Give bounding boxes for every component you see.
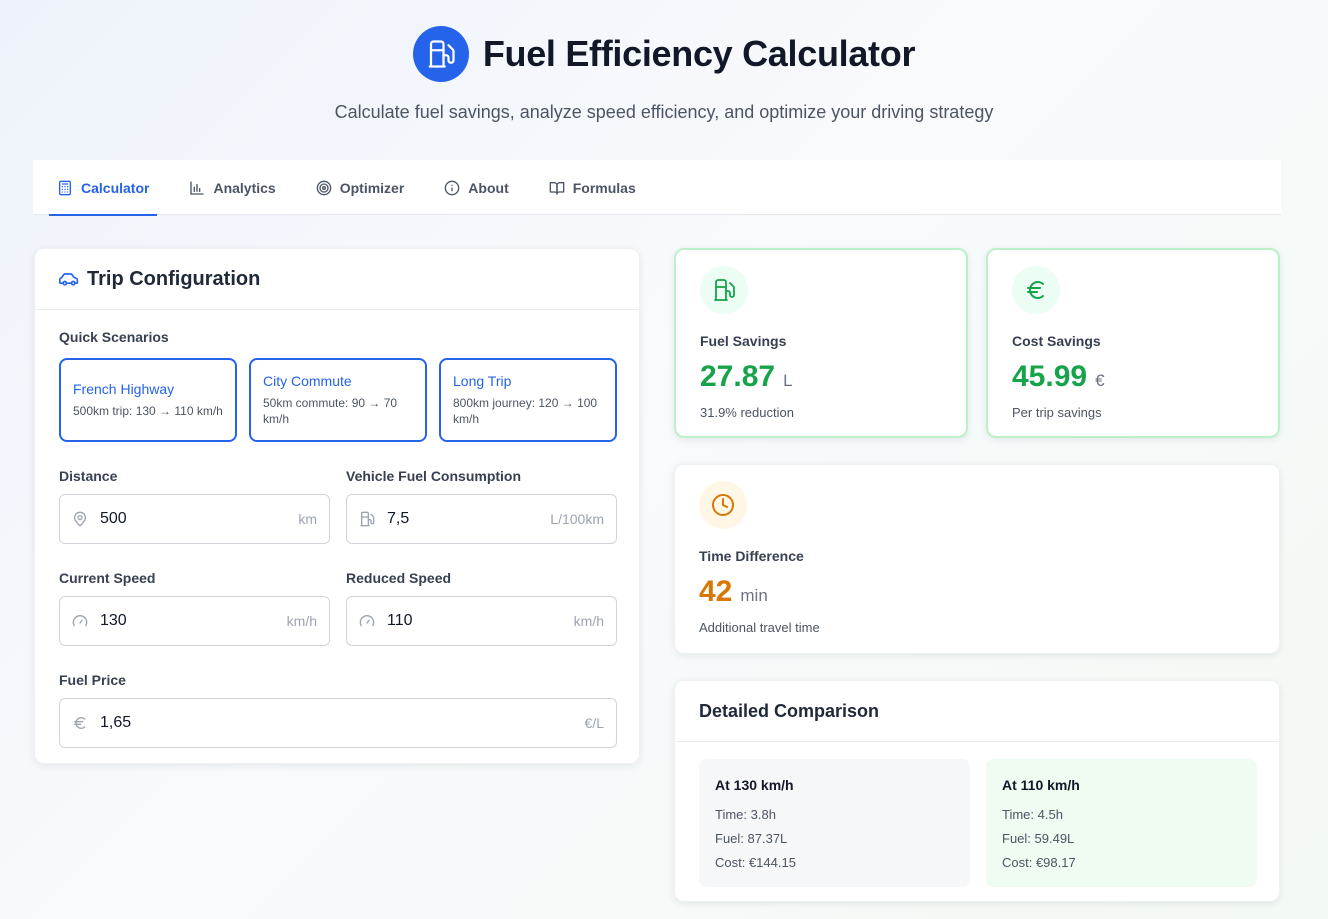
time-difference-note: Additional travel time [699, 620, 820, 635]
euro-icon [74, 716, 86, 730]
tab-label: Optimizer [339, 179, 405, 196]
page-title: Fuel Efficiency Calculator [482, 33, 916, 74]
fuel-price-input[interactable]: 1,65 €/L [59, 698, 617, 748]
cost-savings-card: Cost Savings 45.99 € Per trip savings [986, 248, 1280, 438]
page-subtitle: Calculate fuel savings, analyze speed ef… [334, 102, 994, 122]
consumption-value: 7,5 [387, 510, 410, 527]
comparison-current-fuel: Fuel: 87.37L [715, 831, 788, 846]
comparison-title: Detailed Comparison [699, 700, 880, 721]
consumption-input[interactable]: 7,5 L/100km [346, 494, 617, 544]
scenario-title: French Highway [73, 381, 175, 397]
current-speed-value: 130 [100, 612, 127, 629]
fuel-savings-unit: L [783, 371, 793, 390]
bar-chart-icon [190, 180, 205, 195]
fuel-savings-card: Fuel Savings 27.87 L 31.9% reduction [674, 248, 968, 438]
tab-label: Calculator [81, 179, 150, 196]
comparison-reduced-time: Time: 4.5h [1002, 807, 1063, 822]
calculator-icon [59, 180, 71, 195]
scenario-title: Long Trip [453, 373, 512, 389]
tab-label: Analytics [213, 179, 276, 196]
fuel-savings-value: 27.87 [700, 360, 776, 393]
tab-formulas[interactable]: Formulas [549, 160, 636, 215]
cost-savings-unit: € [1095, 371, 1105, 390]
fuel-price-unit: €/L [584, 715, 604, 731]
scenario-long-trip[interactable]: Long Trip 800km journey: 120 → 100 km/h [439, 358, 617, 442]
scenario-title: City Commute [263, 373, 352, 389]
fuel-pump-icon [700, 266, 748, 314]
fuel-price-value: 1,65 [100, 714, 132, 731]
reduced-speed-label: Reduced Speed [346, 570, 452, 586]
comparison-reduced-fuel: Fuel: 59.49L [1002, 831, 1075, 846]
fuel-savings-label: Fuel Savings [700, 333, 787, 349]
time-difference-unit: min [740, 586, 768, 605]
gauge-icon [72, 615, 88, 627]
cost-savings-note: Per trip savings [1012, 405, 1102, 420]
tab-analytics[interactable]: Analytics [189, 160, 276, 215]
comparison-reduced-title: At 110 km/h [1002, 777, 1080, 793]
reduced-speed-value: 110 [387, 612, 413, 629]
card-title: Trip Configuration [87, 267, 261, 290]
car-icon [59, 273, 79, 286]
scenario-description: 50km commute: 90 → 70 km/h [263, 396, 398, 426]
target-icon [316, 180, 332, 195]
detailed-comparison-card: Detailed Comparison At 130 km/h Time: 3.… [674, 680, 1280, 902]
scenario-french-highway[interactable]: French Highway 500km trip: 130 → 110 km/… [59, 358, 237, 442]
quick-scenarios-label: Quick Scenarios [59, 329, 169, 345]
time-difference-value: 42 [699, 575, 733, 608]
scenario-city-commute[interactable]: City Commute 50km commute: 90 → 70 km/h [249, 358, 427, 442]
current-speed-input[interactable]: 130 km/h [59, 596, 330, 646]
tab-optimizer[interactable]: Optimizer [316, 160, 405, 215]
tab-about[interactable]: About [444, 160, 509, 215]
cost-savings-value: 45.99 [1012, 360, 1088, 393]
time-difference-label: Time Difference [699, 548, 804, 564]
info-icon [444, 180, 460, 195]
euro-icon [1012, 266, 1060, 314]
tab-bar: Calculator Analytics Optimizer About For… [33, 160, 1281, 216]
distance-unit: km [298, 511, 317, 527]
gauge-icon [359, 615, 375, 627]
reduced-speed-input[interactable]: 110 km/h [346, 596, 617, 646]
clock-icon [699, 481, 747, 529]
comparison-reduced-cost: Cost: €98.17 [1002, 855, 1076, 870]
current-speed-label: Current Speed [59, 570, 156, 586]
distance-input[interactable]: 500 km [59, 494, 330, 544]
fuel-pump-icon [360, 511, 375, 527]
fuel-savings-note: 31.9% reduction [700, 405, 794, 420]
time-difference-card: Time Difference 42 min Additional travel… [674, 464, 1280, 654]
tab-calculator[interactable]: Calculator [48, 160, 158, 216]
map-pin-icon [73, 511, 87, 527]
tab-label: Formulas [572, 179, 636, 196]
scenario-description: 500km trip: 130 → 110 km/h [73, 404, 223, 418]
comparison-current-title: At 130 km/h [715, 777, 794, 793]
comparison-current-time: Time: 3.8h [715, 807, 776, 822]
current-speed-unit: km/h [286, 613, 317, 629]
reduced-speed-unit: km/h [573, 613, 604, 629]
consumption-label: Vehicle Fuel Consumption [346, 468, 522, 484]
distance-label: Distance [59, 468, 118, 484]
fuel-price-label: Fuel Price [59, 672, 126, 688]
comparison-current-cost: Cost: €144.15 [715, 855, 796, 870]
page-header: Fuel Efficiency Calculator Calculate fue… [0, 26, 1328, 123]
trip-configuration-card: Trip Configuration Quick Scenarios Frenc… [34, 248, 640, 764]
consumption-unit: L/100km [550, 511, 604, 527]
comparison-current-speed: At 130 km/h Time: 3.8h Fuel: 87.37L Cost… [699, 759, 970, 887]
fuel-pump-icon [412, 26, 469, 82]
tab-label: About [468, 179, 509, 196]
comparison-reduced-speed: At 110 km/h Time: 4.5h Fuel: 59.49L Cost… [986, 759, 1257, 887]
distance-value: 500 [100, 510, 127, 527]
cost-savings-label: Cost Savings [1012, 333, 1101, 349]
book-icon [549, 181, 565, 195]
scenario-description: 800km journey: 120 → 100 km/h [453, 396, 598, 426]
